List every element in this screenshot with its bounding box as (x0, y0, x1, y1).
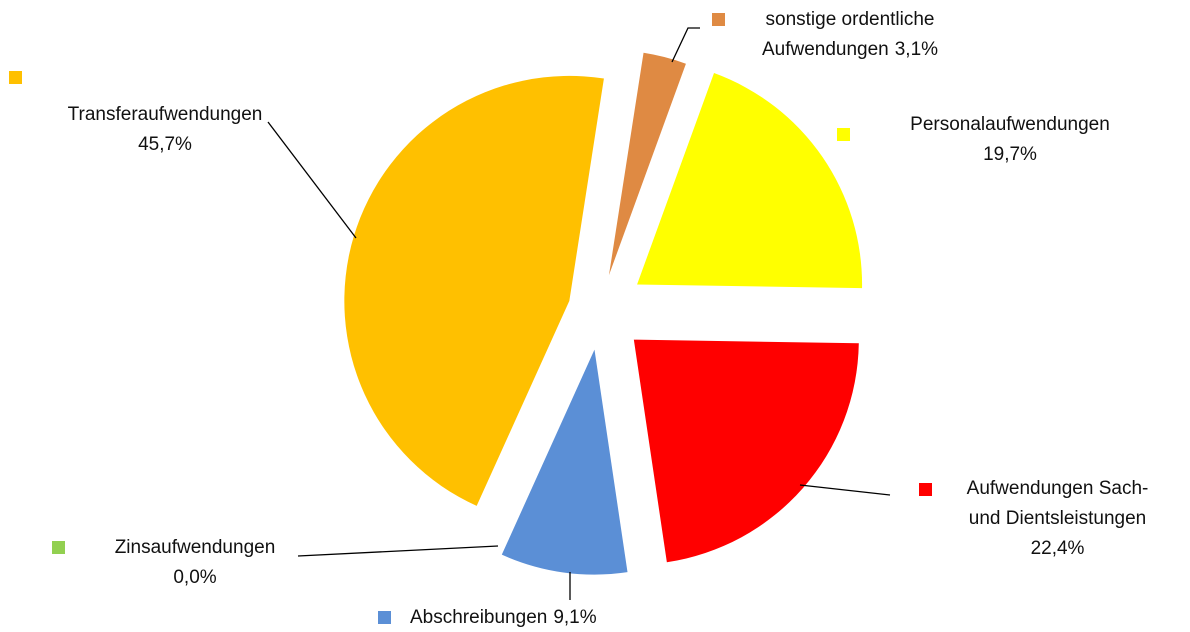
data-label: Personalaufwendungen 19,7% (870, 110, 1150, 170)
data-label: Transferaufwendungen 45,7% (25, 100, 305, 160)
leader-line (267, 121, 357, 239)
value-label: 22,4% (1030, 538, 1085, 559)
leader-line (799, 484, 891, 496)
data-label: Abschreibungen 9,1% (410, 603, 670, 632)
data-label: Zinsaufwendungen 0,0% (75, 533, 315, 593)
legend-swatch (378, 611, 391, 624)
legend-swatch (919, 483, 932, 496)
legend-swatch (9, 71, 22, 84)
legend-swatch (712, 13, 725, 26)
pie-slice (608, 52, 686, 276)
value-label: 9,1% (553, 607, 597, 628)
leader-line (297, 545, 499, 557)
pie-slice (637, 73, 863, 289)
category-label: Transferaufwendungen (67, 104, 263, 125)
value-label: 3,1% (894, 39, 939, 60)
data-label: Aufwendungen Sach- und Dientsleistungen 2… (950, 474, 1165, 564)
pie-slice (501, 349, 628, 575)
pie-slice (492, 341, 586, 547)
leader-line (671, 27, 700, 63)
data-label: sonstige ordentliche Aufwendungen 3,1% (720, 5, 980, 65)
category-label: Personalaufwendungen (910, 114, 1110, 135)
legend-swatch (837, 128, 850, 141)
category-label: sonstige ordentliche Aufwendungen (761, 9, 935, 60)
pie-slice (633, 339, 859, 563)
value-label: 19,7% (983, 144, 1037, 165)
legend-swatch (52, 541, 65, 554)
value-label: 0,0% (173, 567, 217, 588)
category-label: Abschreibungen (410, 607, 548, 628)
pie-slice (344, 75, 604, 506)
category-label: Zinsaufwendungen (114, 537, 276, 558)
category-label: Aufwendungen Sach- und Dientsleistungen (966, 478, 1149, 529)
value-label: 45,7% (138, 134, 192, 155)
